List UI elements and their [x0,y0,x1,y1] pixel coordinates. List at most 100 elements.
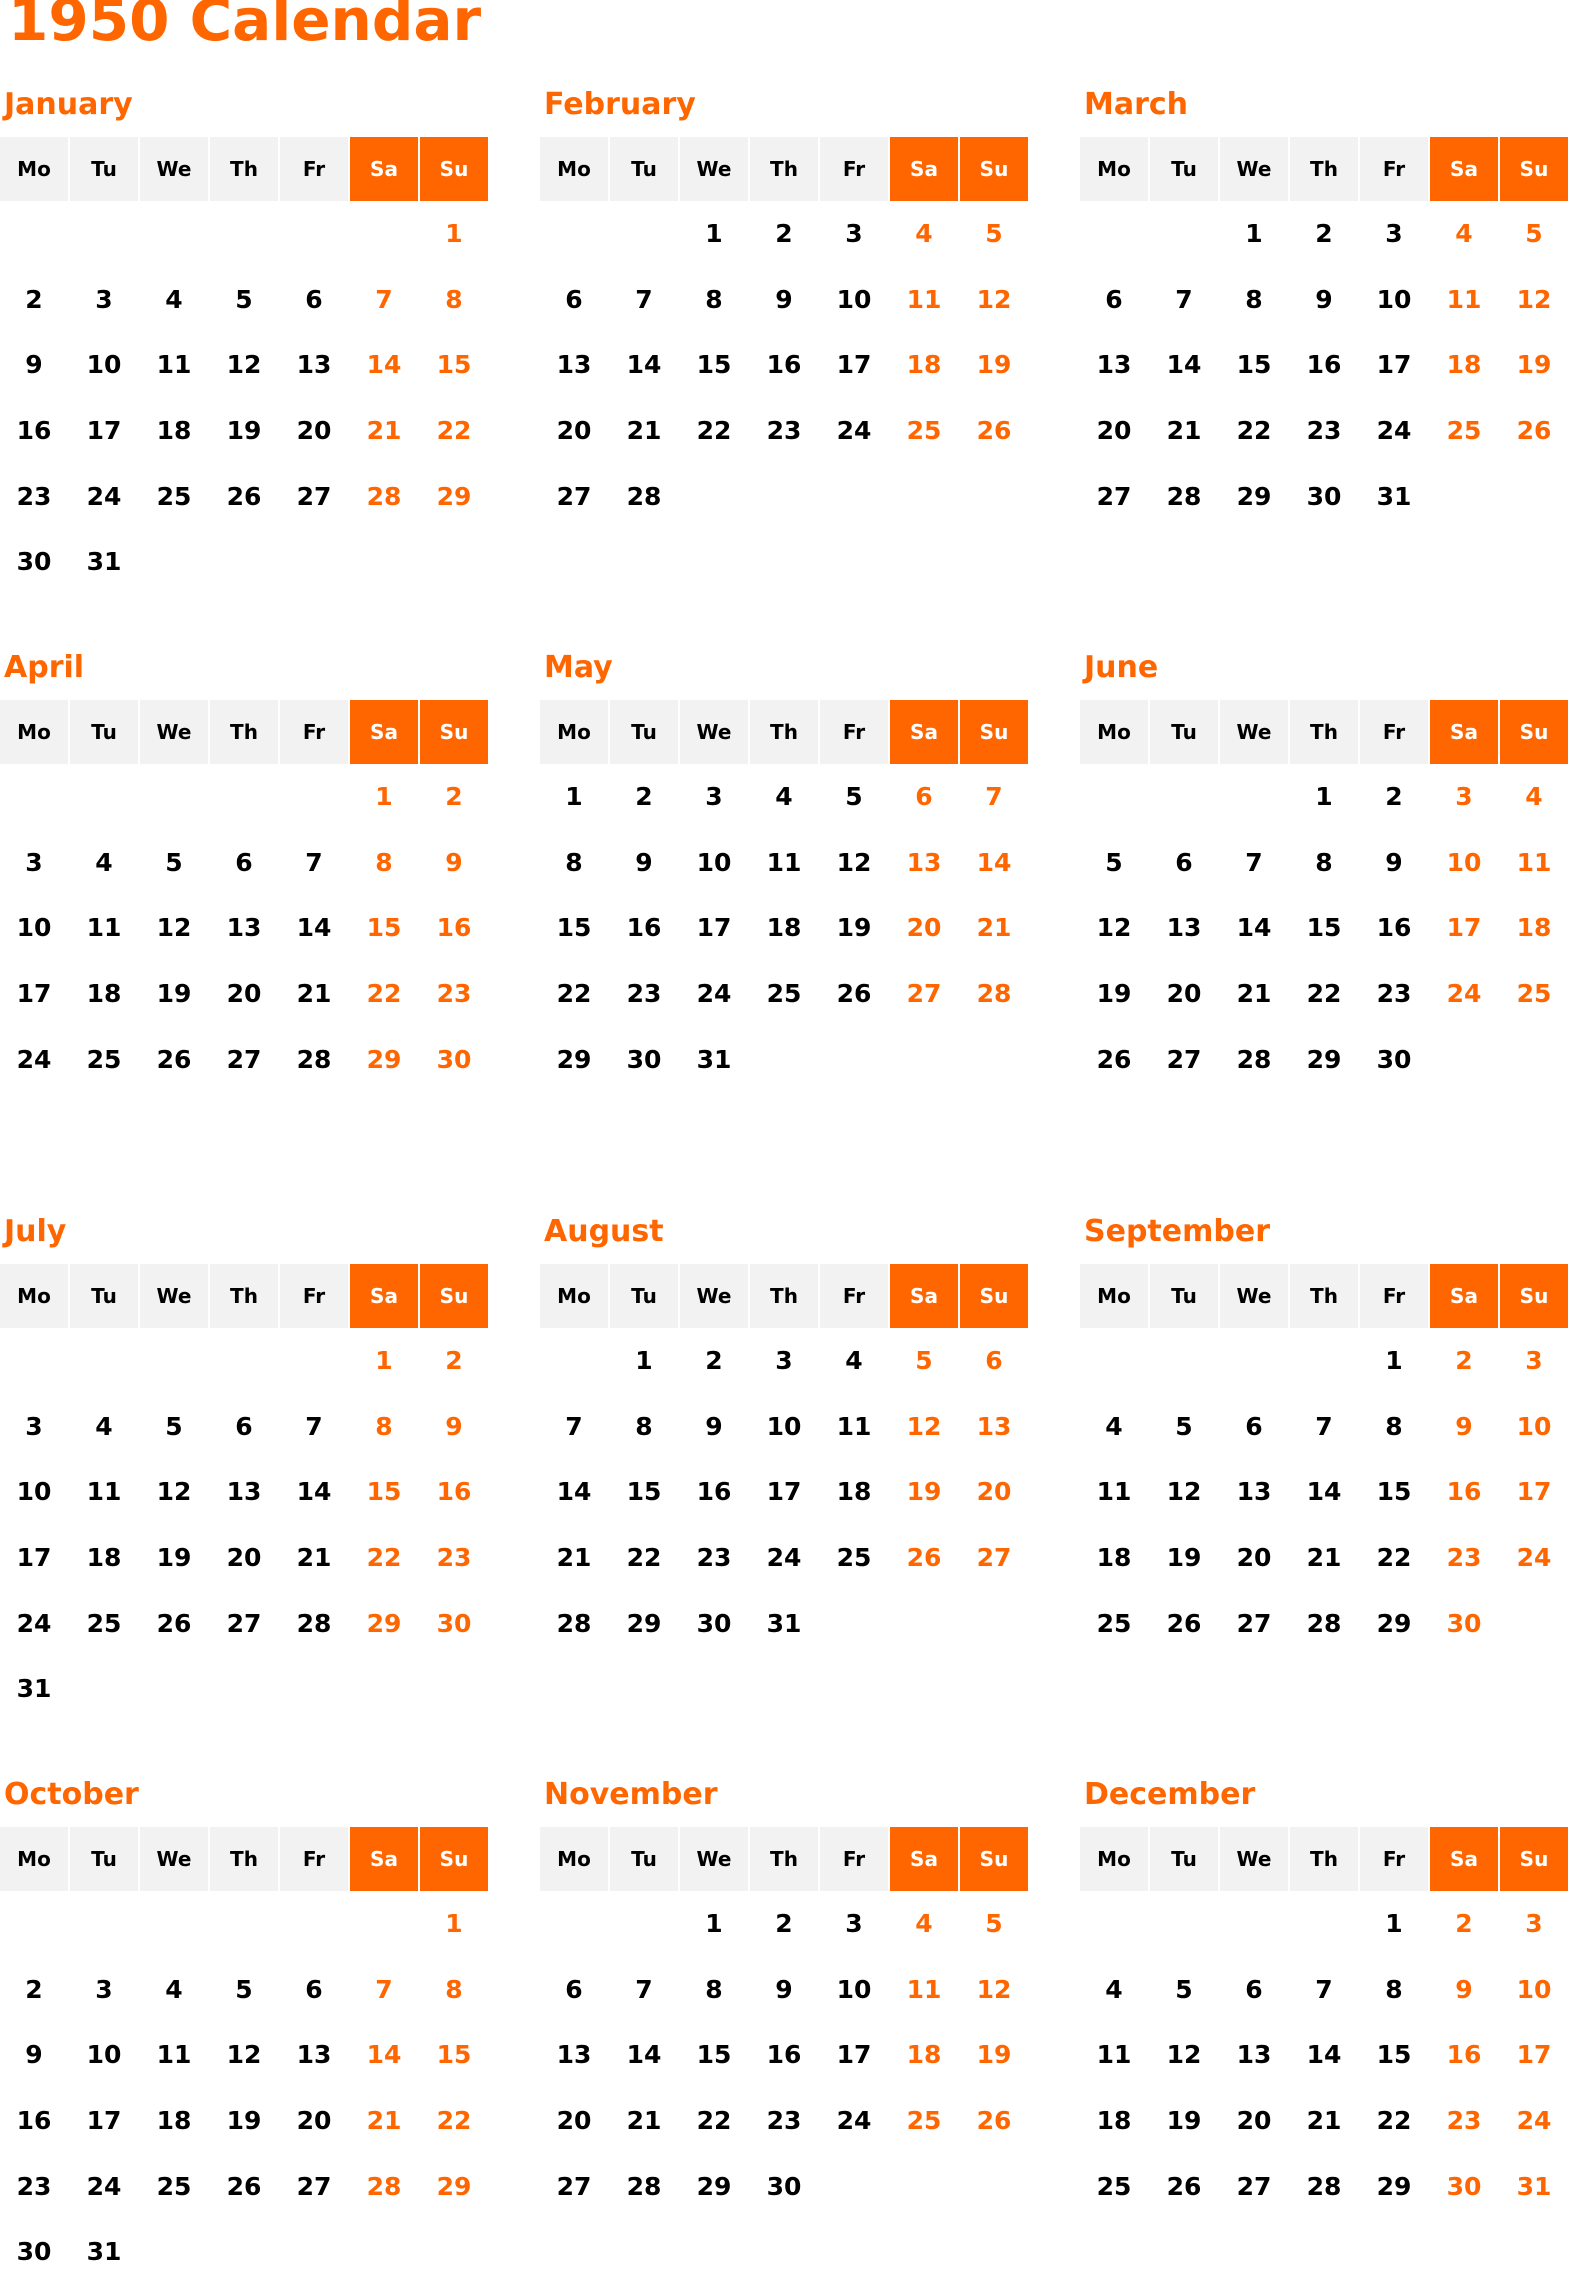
day-cell[interactable]: 25 [1096,2171,1132,2201]
day-cell[interactable]: 4 [845,1346,863,1376]
day-cell[interactable]: 30 [626,1044,662,1074]
day-cell[interactable]: 21 [1306,1543,1342,1573]
day-cell[interactable]: 5 [1175,1411,1193,1441]
day-cell[interactable]: 26 [226,2171,262,2201]
day-cell[interactable]: 29 [436,2171,472,2201]
day-cell[interactable]: 4 [915,1909,933,1939]
day-cell[interactable]: 27 [226,1608,262,1638]
day-cell[interactable]: 5 [165,1411,183,1441]
day-cell[interactable]: 12 [1166,1477,1202,1507]
day-cell[interactable]: 2 [445,1346,463,1376]
day-cell[interactable]: 22 [1376,2106,1412,2136]
day-cell[interactable]: 13 [556,2040,592,2070]
day-cell[interactable]: 2 [1455,1346,1473,1376]
day-cell[interactable]: 17 [86,2106,122,2136]
day-cell[interactable]: 27 [1236,2171,1272,2201]
day-cell[interactable]: 24 [1446,979,1482,1009]
day-cell[interactable]: 13 [976,1411,1012,1441]
day-cell[interactable]: 13 [1236,1477,1272,1507]
day-cell[interactable]: 11 [1096,1477,1132,1507]
day-cell[interactable]: 24 [836,416,872,446]
day-cell[interactable]: 13 [226,913,262,943]
day-cell[interactable]: 6 [1175,847,1193,877]
day-cell[interactable]: 19 [836,913,872,943]
day-cell[interactable]: 23 [1306,416,1342,446]
day-cell[interactable]: 15 [1306,913,1342,943]
day-cell[interactable]: 10 [1376,284,1412,314]
day-cell[interactable]: 2 [1315,219,1333,249]
day-cell[interactable]: 24 [86,481,122,511]
day-cell[interactable]: 17 [836,350,872,380]
day-cell[interactable]: 17 [1516,2040,1552,2070]
day-cell[interactable]: 14 [1166,350,1202,380]
day-cell[interactable]: 29 [1376,1608,1412,1638]
day-cell[interactable]: 23 [766,416,802,446]
day-cell[interactable]: 7 [1315,1974,1333,2004]
day-cell[interactable]: 25 [1516,979,1552,1009]
day-cell[interactable]: 26 [1166,1608,1202,1638]
day-cell[interactable]: 27 [1096,481,1132,511]
day-cell[interactable]: 11 [836,1411,872,1441]
day-cell[interactable]: 10 [696,847,732,877]
day-cell[interactable]: 14 [1306,2040,1342,2070]
day-cell[interactable]: 3 [95,1974,113,2004]
day-cell[interactable]: 30 [16,547,52,577]
day-cell[interactable]: 26 [1516,416,1552,446]
day-cell[interactable]: 15 [1236,350,1272,380]
day-cell[interactable]: 2 [635,782,653,812]
day-cell[interactable]: 23 [696,1543,732,1573]
day-cell[interactable]: 16 [16,416,52,446]
day-cell[interactable]: 12 [906,1411,942,1441]
day-cell[interactable]: 7 [635,284,653,314]
day-cell[interactable]: 27 [296,2171,332,2201]
day-cell[interactable]: 2 [705,1346,723,1376]
day-cell[interactable]: 6 [565,1974,583,2004]
day-cell[interactable]: 5 [235,284,253,314]
day-cell[interactable]: 20 [226,979,262,1009]
day-cell[interactable]: 1 [1385,1909,1403,1939]
day-cell[interactable]: 27 [556,2171,592,2201]
day-cell[interactable]: 31 [16,1674,52,1704]
day-cell[interactable]: 10 [836,284,872,314]
day-cell[interactable]: 29 [366,1044,402,1074]
day-cell[interactable]: 13 [1096,350,1132,380]
day-cell[interactable]: 23 [16,481,52,511]
day-cell[interactable]: 29 [1236,481,1272,511]
day-cell[interactable]: 4 [165,284,183,314]
day-cell[interactable]: 31 [766,1608,802,1638]
day-cell[interactable]: 31 [696,1044,732,1074]
day-cell[interactable]: 29 [436,481,472,511]
day-cell[interactable]: 7 [305,1411,323,1441]
day-cell[interactable]: 28 [556,1608,592,1638]
day-cell[interactable]: 24 [1376,416,1412,446]
day-cell[interactable]: 1 [705,219,723,249]
day-cell[interactable]: 16 [1306,350,1342,380]
day-cell[interactable]: 16 [1446,1477,1482,1507]
day-cell[interactable]: 22 [626,1543,662,1573]
day-cell[interactable]: 7 [1245,847,1263,877]
day-cell[interactable]: 25 [906,416,942,446]
day-cell[interactable]: 8 [375,847,393,877]
day-cell[interactable]: 22 [366,979,402,1009]
day-cell[interactable]: 17 [16,1543,52,1573]
day-cell[interactable]: 2 [1385,782,1403,812]
day-cell[interactable]: 29 [626,1608,662,1638]
day-cell[interactable]: 18 [1096,2106,1132,2136]
day-cell[interactable]: 22 [1376,1543,1412,1573]
day-cell[interactable]: 18 [1446,350,1482,380]
day-cell[interactable]: 26 [156,1044,192,1074]
day-cell[interactable]: 27 [976,1543,1012,1573]
day-cell[interactable]: 17 [1516,1477,1552,1507]
day-cell[interactable]: 10 [86,2040,122,2070]
day-cell[interactable]: 15 [696,350,732,380]
day-cell[interactable]: 14 [556,1477,592,1507]
day-cell[interactable]: 19 [156,979,192,1009]
day-cell[interactable]: 26 [906,1543,942,1573]
day-cell[interactable]: 3 [705,782,723,812]
day-cell[interactable]: 29 [366,1608,402,1638]
day-cell[interactable]: 6 [305,1974,323,2004]
day-cell[interactable]: 22 [556,979,592,1009]
day-cell[interactable]: 23 [16,2171,52,2201]
day-cell[interactable]: 12 [1096,913,1132,943]
day-cell[interactable]: 2 [1455,1909,1473,1939]
